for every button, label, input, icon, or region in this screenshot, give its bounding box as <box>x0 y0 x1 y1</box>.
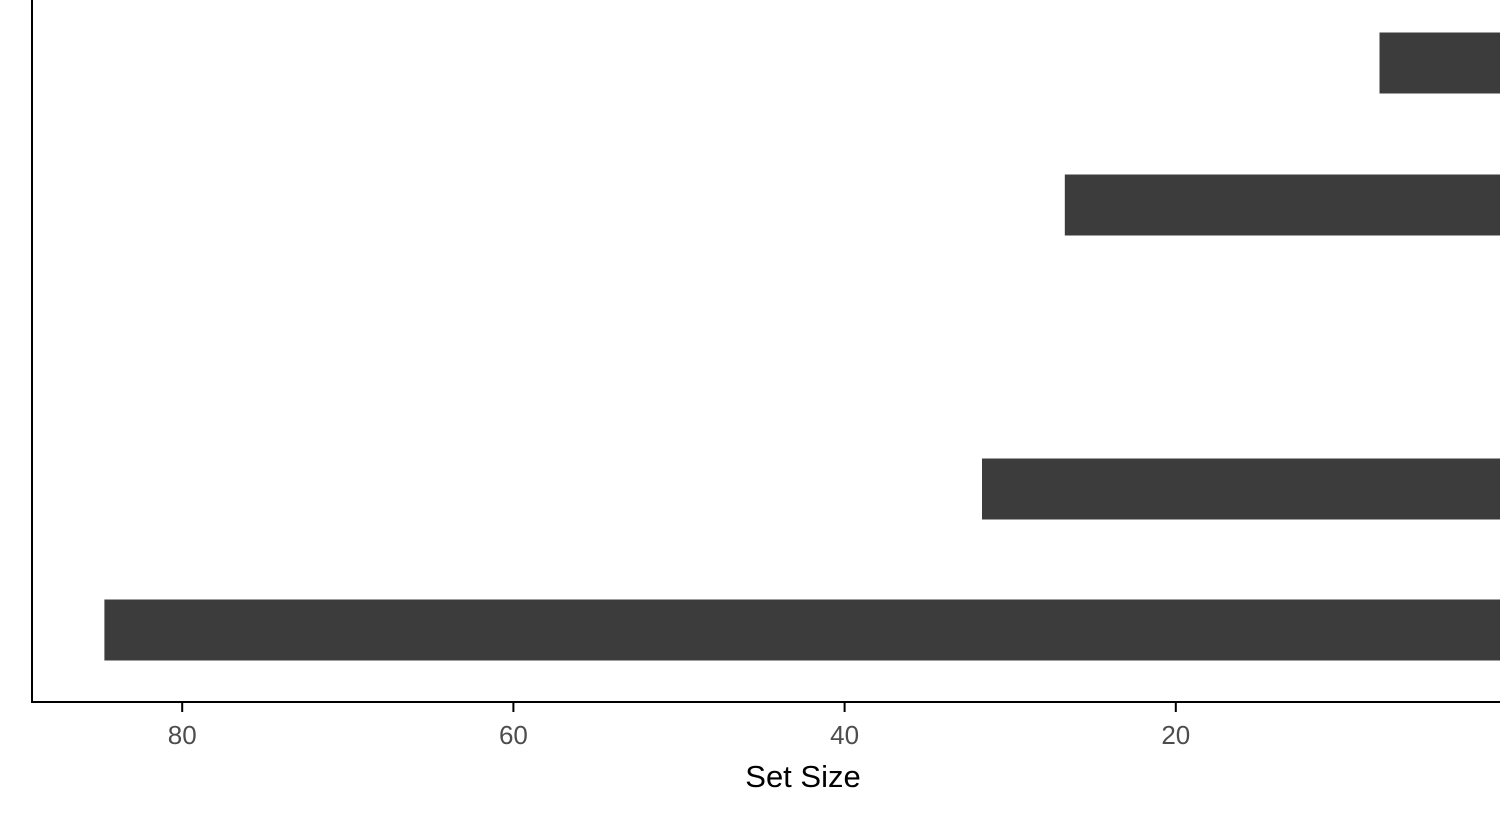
bars-group <box>104 32 1500 661</box>
x-axis-title: Set Size <box>745 759 860 794</box>
x-tick-label: 20 <box>1161 720 1190 750</box>
x-tick-label: 60 <box>499 720 528 750</box>
bar-4 <box>982 458 1500 520</box>
bar-1 <box>1379 32 1500 94</box>
x-ticks-group: 80 60 40 20 <box>168 702 1190 750</box>
x-tick-label: 40 <box>830 720 859 750</box>
bar-5 <box>104 599 1500 661</box>
x-tick-label: 80 <box>168 720 197 750</box>
bar-2 <box>1064 174 1500 236</box>
